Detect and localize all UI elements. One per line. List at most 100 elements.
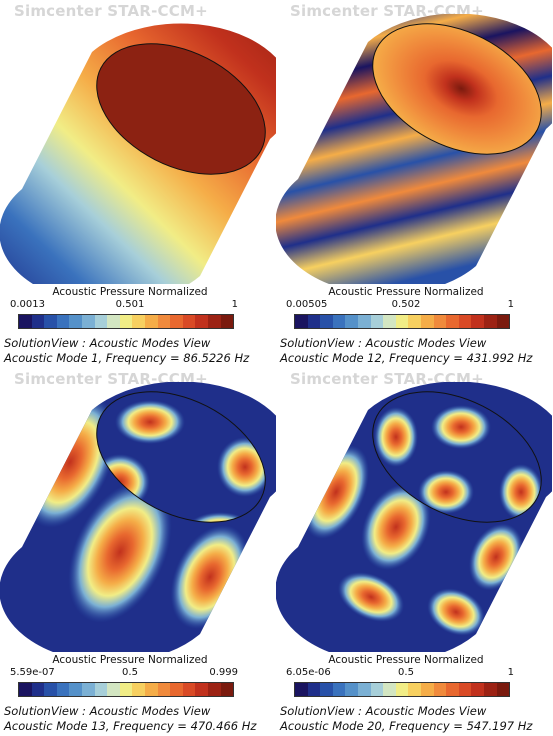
colorbar-mid: 0.501: [115, 299, 145, 310]
colorbar-segment: [207, 683, 221, 696]
colorbar-segment: [182, 315, 196, 328]
colorbar: Acoustic Pressure Normalized 0.0013 0.50…: [0, 286, 276, 332]
colorbar-segment: [395, 315, 409, 328]
watermark: Simcenter STAR-CCM+: [14, 2, 208, 20]
colorbar-min: 6.05e-06: [286, 667, 331, 678]
colorbar-segment: [220, 683, 234, 696]
colorbar-segment: [370, 315, 384, 328]
colorbar-segment: [182, 683, 196, 696]
caption: SolutionView : Acoustic Modes View Acous…: [280, 704, 532, 734]
colorbar-title: Acoustic Pressure Normalized: [328, 286, 484, 298]
colorbar-strip: [294, 314, 510, 329]
colorbar-segment: [81, 315, 95, 328]
colorbar-title: Acoustic Pressure Normalized: [52, 654, 208, 666]
colorbar-strip: [18, 682, 234, 697]
colorbar: Acoustic Pressure Normalized 6.05e-06 0.…: [276, 654, 552, 700]
colorbar-title: Acoustic Pressure Normalized: [52, 286, 208, 298]
colorbar-segment: [408, 683, 421, 696]
mode-13-render: [0, 382, 276, 652]
colorbar-segment: [107, 315, 120, 328]
colorbar-segment: [320, 683, 333, 696]
colorbar-max: 0.999: [209, 667, 238, 678]
colorbar-segment: [132, 683, 145, 696]
colorbar-segment: [345, 683, 358, 696]
colorbar-segment: [31, 315, 45, 328]
colorbar-segment: [332, 683, 346, 696]
colorbar-segment: [446, 683, 459, 696]
mode-20-render: [276, 382, 552, 652]
colorbar-mid: 0.5: [122, 667, 138, 678]
caption-mode: Acoustic Mode 13, Frequency = 470.466 Hz: [4, 719, 257, 733]
colorbar-segment: [69, 315, 82, 328]
colorbar-segment: [56, 683, 70, 696]
colorbar-segment: [170, 683, 183, 696]
colorbar-segment: [31, 683, 45, 696]
colorbar-segment: [320, 315, 333, 328]
colorbar-segment: [458, 683, 472, 696]
colorbar-segment: [420, 683, 434, 696]
mode-panel-13: Simcenter STAR-CCM+ Acoustic Pressure No…: [0, 368, 276, 736]
mode-1-render: [0, 23, 276, 284]
caption: SolutionView : Acoustic Modes View Acous…: [4, 704, 256, 734]
colorbar-segment: [144, 315, 158, 328]
colorbar-segment: [357, 315, 371, 328]
colorbar-segment: [119, 683, 133, 696]
colorbar-segment: [307, 683, 321, 696]
colorbar-segment: [132, 315, 145, 328]
colorbar-segment: [357, 683, 371, 696]
colorbar-segment: [56, 315, 70, 328]
colorbar-strip: [294, 682, 510, 697]
caption-view: SolutionView : Acoustic Modes View: [280, 336, 487, 350]
caption: SolutionView : Acoustic Modes View Acous…: [280, 336, 532, 366]
colorbar-min: 0.0013: [10, 299, 45, 310]
colorbar-mid: 0.502: [391, 299, 421, 310]
colorbar-segment: [81, 683, 95, 696]
mode-panel-1: Simcenter STAR-CCM+ Acoustic Pressure No…: [0, 0, 276, 368]
colorbar-segment: [295, 683, 308, 696]
mode-panel-20: Simcenter STAR-CCM+ Acoustic Pressure No…: [276, 368, 552, 736]
colorbar-segment: [195, 683, 208, 696]
caption-mode: Acoustic Mode 20, Frequency = 547.197 Hz: [280, 719, 533, 733]
colorbar: Acoustic Pressure Normalized 0.00505 0.5…: [276, 286, 552, 332]
colorbar-segment: [370, 683, 384, 696]
colorbar-mid: 0.5: [398, 667, 414, 678]
colorbar-segment: [94, 683, 108, 696]
colorbar-max: 1: [507, 667, 514, 678]
colorbar-segment: [295, 315, 308, 328]
colorbar-segment: [107, 683, 120, 696]
caption-mode: Acoustic Mode 1, Frequency = 86.5226 Hz: [4, 351, 250, 365]
colorbar-segment: [395, 683, 409, 696]
mode-12-render: [276, 14, 552, 284]
caption-view: SolutionView : Acoustic Modes View: [4, 336, 211, 350]
caption: SolutionView : Acoustic Modes View Acous…: [4, 336, 249, 366]
colorbar-segment: [496, 683, 510, 696]
colorbar-segment: [157, 315, 171, 328]
colorbar-title: Acoustic Pressure Normalized: [328, 654, 484, 666]
colorbar-segment: [19, 315, 32, 328]
colorbar-segment: [433, 315, 447, 328]
colorbar-segment: [19, 683, 32, 696]
colorbar-segment: [420, 315, 434, 328]
colorbar: Acoustic Pressure Normalized 5.59e-07 0.…: [0, 654, 276, 700]
colorbar-segment: [483, 315, 497, 328]
mode-panel-12: Simcenter STAR-CCM+ Acoustic Pressure No…: [276, 0, 552, 368]
colorbar-segment: [307, 315, 321, 328]
colorbar-segment: [433, 683, 447, 696]
colorbar-segment: [471, 315, 484, 328]
colorbar-segment: [496, 315, 510, 328]
colorbar-segment: [458, 315, 472, 328]
colorbar-segment: [446, 315, 459, 328]
colorbar-segment: [44, 683, 57, 696]
caption-view: SolutionView : Acoustic Modes View: [4, 704, 211, 718]
caption-view: SolutionView : Acoustic Modes View: [280, 704, 487, 718]
colorbar-min: 0.00505: [286, 299, 328, 310]
colorbar-segment: [157, 683, 171, 696]
colorbar-segment: [383, 683, 396, 696]
colorbar-segment: [119, 315, 133, 328]
colorbar-segment: [471, 683, 484, 696]
colorbar-segment: [69, 683, 82, 696]
colorbar-segment: [144, 683, 158, 696]
colorbar-segment: [220, 315, 234, 328]
colorbar-segment: [94, 315, 108, 328]
colorbar-segment: [383, 315, 396, 328]
